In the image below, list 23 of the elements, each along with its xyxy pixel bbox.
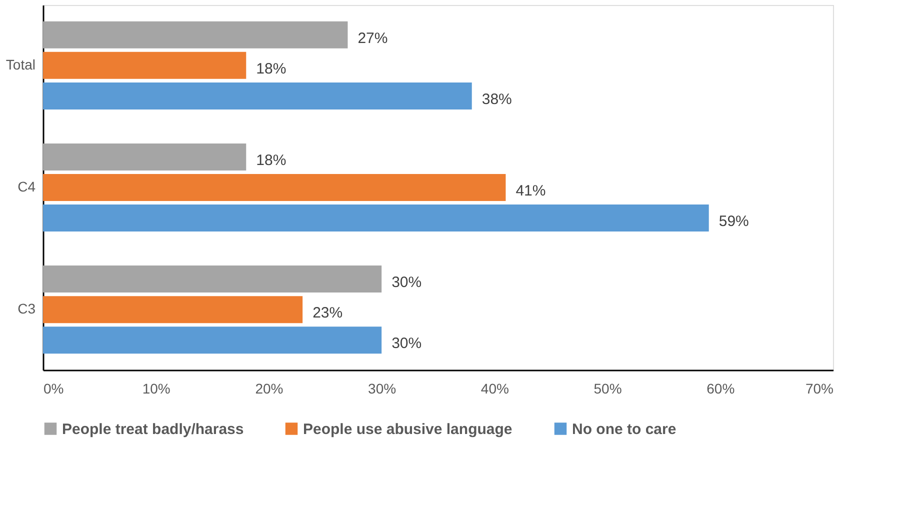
x-tick-label: 10%	[142, 380, 170, 396]
data-label: 41%	[516, 182, 546, 200]
data-label: 59%	[718, 213, 749, 230]
x-tick-label: 70%	[805, 380, 834, 396]
x-tick-label: 20%	[255, 380, 284, 396]
x-tick-label: 60%	[706, 380, 735, 396]
data-label: 18%	[256, 152, 286, 169]
legend-label: People use abusive language	[303, 420, 512, 438]
data-label: 30%	[392, 335, 422, 352]
x-tick-label: 40%	[480, 380, 509, 396]
legend-label: No one to care	[572, 420, 676, 438]
x-tick-label: 0%	[44, 380, 64, 396]
legend-label: People treat badly/harass	[62, 420, 244, 438]
y-tick-label: C4	[18, 178, 36, 194]
x-tick-label: 50%	[594, 380, 622, 396]
x-tick-label: 30%	[368, 380, 396, 396]
data-label: 23%	[312, 304, 343, 322]
y-tick-label: Total	[6, 56, 36, 72]
y-tick-label: C3	[18, 300, 36, 317]
data-label: 30%	[392, 274, 422, 292]
data-label: 38%	[482, 90, 512, 108]
data-label: 27%	[358, 30, 388, 47]
data-label: 18%	[256, 60, 286, 78]
